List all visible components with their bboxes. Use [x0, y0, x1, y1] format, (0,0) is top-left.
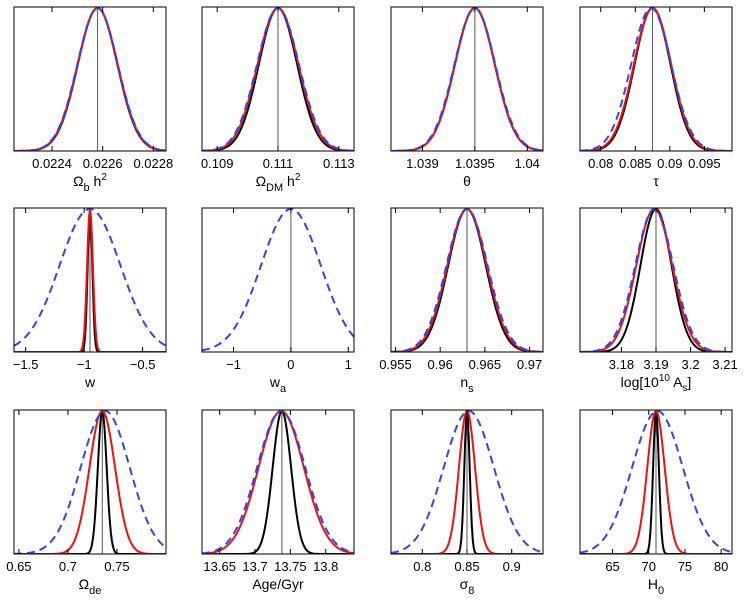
x-tick-label: 0.65: [6, 559, 31, 574]
x-tick-label: 1: [345, 357, 352, 372]
subplot-6: −1 0 1 wa: [201, 207, 355, 395]
curve-blue-dashed: [391, 7, 543, 151]
x-tick-label: 0.109: [201, 156, 234, 171]
x-axis-label: wa: [269, 374, 287, 395]
x-axis-label: ns: [460, 374, 474, 395]
curve-blue-dashed: [391, 410, 543, 554]
x-axis-label: σ8: [460, 576, 475, 597]
subplot-12: 65 70 75 80 H0: [579, 409, 733, 597]
x-tick-label: 13.8: [313, 559, 338, 574]
subplot-3: 1.039 1.0395 1.04 θ: [390, 6, 544, 189]
x-tick-label: 0.0228: [133, 156, 173, 171]
curve-red: [14, 7, 166, 151]
curve-black: [14, 7, 166, 151]
x-tick-label: 0.8: [413, 559, 431, 574]
x-tick-label: 0.9: [503, 559, 521, 574]
x-tick-label: −1: [77, 357, 92, 372]
x-tick-label: −0.5: [130, 357, 156, 372]
x-tick-label: 0.75: [104, 559, 129, 574]
plot-frame: [13, 409, 167, 555]
subplot-5: −1.5 −1 −0.5 w: [13, 207, 167, 390]
x-tick-label: 0.955: [379, 357, 412, 372]
subplot-4: 0.08 0.085 0.09 0.095 τ: [579, 6, 733, 189]
subplot-8: 3.18 3.19 3.2 3.21 log[1010 As]: [579, 207, 738, 394]
plot-frame: [13, 207, 167, 353]
curve-blue-dashed: [14, 410, 166, 554]
x-tick-label: 3.21: [712, 357, 737, 372]
curve-blue-dashed: [14, 208, 166, 347]
curve-red: [580, 410, 732, 554]
x-tick-label: 0: [287, 357, 294, 372]
plot-frame: [390, 6, 544, 152]
curve-black: [14, 410, 166, 554]
subplot-2: 0.109 0.111 0.113 ΩDM h2: [201, 6, 355, 194]
curve-blue-dashed: [580, 7, 732, 151]
x-axis-label: log[1010 As]: [621, 373, 692, 394]
subplot-10: 13.65 13.7 13.75 13.8 Age/Gyr: [201, 409, 355, 592]
x-tick-label: 0.095: [688, 156, 721, 171]
curve-blue-dashed: [14, 7, 166, 151]
x-tick-label: 65: [605, 559, 619, 574]
curve-blue-dashed: [580, 410, 732, 554]
x-tick-label: 1.04: [515, 156, 540, 171]
x-tick-label: 3.19: [643, 357, 668, 372]
curve-black: [391, 7, 543, 151]
subplot-11: 0.8 0.85 0.9 σ8: [390, 409, 544, 597]
x-tick-label: 3.2: [682, 357, 700, 372]
x-tick-label: 13.75: [274, 559, 307, 574]
subplot-1: 0.0224 0.0226 0.0228 Ωb h2: [13, 6, 173, 194]
curve-blue-dashed: [202, 208, 354, 352]
plot-frame: [201, 207, 355, 353]
x-tick-label: 0.965: [469, 357, 502, 372]
subplot-7: 0.955 0.96 0.965 0.97 ns: [379, 207, 544, 395]
curve-red: [14, 410, 166, 554]
x-axis-label: θ: [463, 173, 471, 189]
x-axis-label: Ωde: [79, 576, 102, 597]
x-tick-label: 0.96: [428, 357, 453, 372]
plot-frame: [13, 6, 167, 152]
x-axis-label: w: [84, 374, 96, 390]
curve-red: [202, 410, 354, 554]
x-axis-label: H0: [648, 576, 664, 597]
curve-black: [580, 7, 732, 151]
x-tick-label: 0.111: [263, 156, 294, 171]
plot-frame: [390, 207, 544, 353]
plot-frame: [579, 409, 733, 555]
x-tick-label: 0.7: [59, 559, 77, 574]
x-tick-label: 1.039: [406, 156, 439, 171]
curve-red: [580, 7, 732, 151]
x-tick-label: 80: [714, 559, 728, 574]
x-tick-label: 0.08: [588, 156, 613, 171]
x-axis-label: Age/Gyr: [252, 576, 304, 592]
x-tick-label: 0.0226: [83, 156, 123, 171]
curve-red: [391, 7, 543, 151]
x-tick-label: 75: [678, 559, 692, 574]
x-tick-label: −1.5: [13, 357, 39, 372]
plot-frame: [579, 6, 733, 152]
plot-frame: [201, 409, 355, 555]
x-tick-label: −1: [226, 357, 241, 372]
curve-blue-dashed: [391, 208, 543, 352]
x-tick-label: 0.113: [323, 156, 355, 171]
x-tick-label: 3.18: [609, 357, 634, 372]
x-tick-label: 0.0224: [32, 156, 72, 171]
x-tick-label: 13.7: [242, 559, 267, 574]
x-tick-label: 0.09: [657, 156, 682, 171]
x-tick-label: 1.0395: [455, 156, 495, 171]
x-tick-label: 0.97: [517, 357, 542, 372]
curve-black: [202, 410, 354, 554]
x-tick-label: 0.85: [454, 559, 479, 574]
x-axis-label: ΩDM h2: [256, 172, 301, 194]
x-axis-label: Ωb h2: [73, 172, 107, 194]
curve-blue-dashed: [202, 410, 354, 554]
x-axis-label: τ: [653, 173, 659, 189]
x-tick-label: 70: [642, 559, 656, 574]
x-tick-label: 13.65: [203, 559, 236, 574]
x-tick-label: 0.085: [619, 156, 652, 171]
